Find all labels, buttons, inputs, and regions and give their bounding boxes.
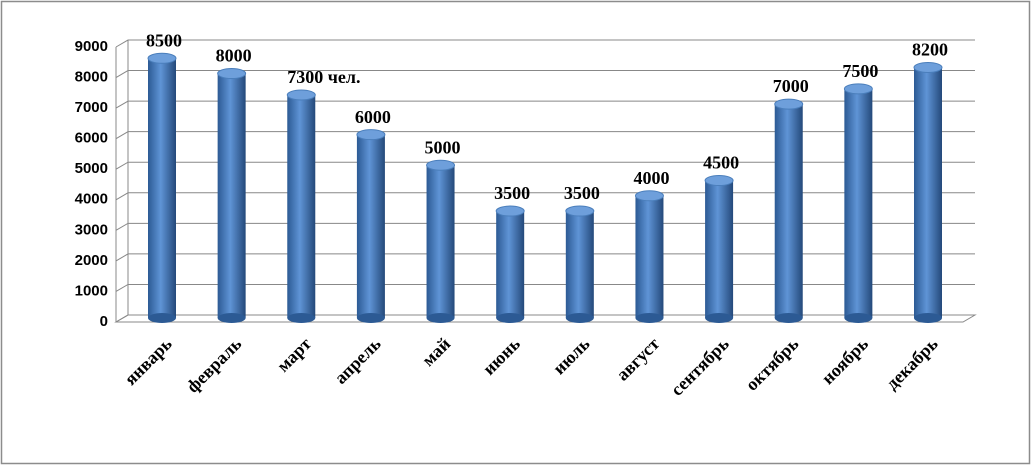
bar-base <box>635 313 664 323</box>
bar-top <box>356 129 386 141</box>
grid-line <box>115 39 975 48</box>
y-tick-label: 1000 <box>75 282 108 299</box>
bar-base <box>217 313 246 323</box>
value-label: 8200 <box>912 40 948 60</box>
grid-line <box>115 283 975 292</box>
bar-base <box>565 313 594 323</box>
value-label: 3500 <box>564 183 600 203</box>
bar-top <box>147 52 177 64</box>
bar <box>217 73 246 318</box>
bar <box>496 211 525 318</box>
bar-base <box>844 313 873 323</box>
bar-base <box>774 313 803 323</box>
value-label: 5000 <box>425 137 461 157</box>
y-tick-label: 0 <box>100 313 108 330</box>
bar-top <box>426 159 456 171</box>
bar <box>914 67 942 318</box>
bar-top <box>217 68 247 80</box>
bar-base <box>496 313 525 323</box>
grid-line <box>115 131 975 140</box>
grid-line <box>115 314 975 323</box>
bar-top <box>495 205 525 217</box>
bar <box>148 58 176 319</box>
bar <box>635 195 664 318</box>
y-tick-label: 3000 <box>75 221 108 238</box>
bar <box>844 88 873 318</box>
y-tick-label: 8000 <box>75 69 108 86</box>
grid-line <box>115 70 975 78</box>
grid-line <box>115 192 975 201</box>
bar <box>356 134 385 318</box>
bar-base <box>705 313 734 323</box>
bar-base <box>914 313 942 323</box>
bar-base <box>426 313 455 323</box>
value-label: 7500 <box>842 61 878 81</box>
bar-top <box>286 89 316 101</box>
bar <box>774 104 803 318</box>
grid-line <box>115 161 975 170</box>
y-tick-label: 4000 <box>75 191 108 208</box>
bar <box>565 211 594 318</box>
value-label: 8500 <box>146 30 182 50</box>
value-label: 7300 чел. <box>287 67 360 87</box>
grid-line <box>115 100 975 109</box>
y-tick-label: 9000 <box>75 38 108 55</box>
value-label: 6000 <box>355 107 391 127</box>
value-label: 8000 <box>216 46 252 66</box>
y-tick-label: 7000 <box>75 99 108 116</box>
y-tick-label: 6000 <box>75 130 108 147</box>
y-tick-label: 5000 <box>75 160 108 177</box>
value-label: 7000 <box>773 76 809 96</box>
grid-line <box>115 222 975 231</box>
bar-top <box>634 190 664 202</box>
value-label: 4000 <box>633 168 669 188</box>
bar-top <box>913 61 943 73</box>
bar-base <box>287 313 316 323</box>
bar-top <box>704 175 734 186</box>
value-label: 3500 <box>494 183 530 203</box>
grid-line <box>115 253 975 262</box>
bar <box>426 165 455 318</box>
bar <box>287 94 316 318</box>
bar <box>705 180 734 318</box>
bar-top <box>843 83 873 95</box>
bar-base <box>148 313 176 323</box>
bar-base <box>356 313 385 323</box>
bar-top <box>774 98 804 110</box>
y-tick-label: 2000 <box>75 252 108 269</box>
value-label: 4500 <box>703 153 739 173</box>
bar-top <box>565 205 595 217</box>
